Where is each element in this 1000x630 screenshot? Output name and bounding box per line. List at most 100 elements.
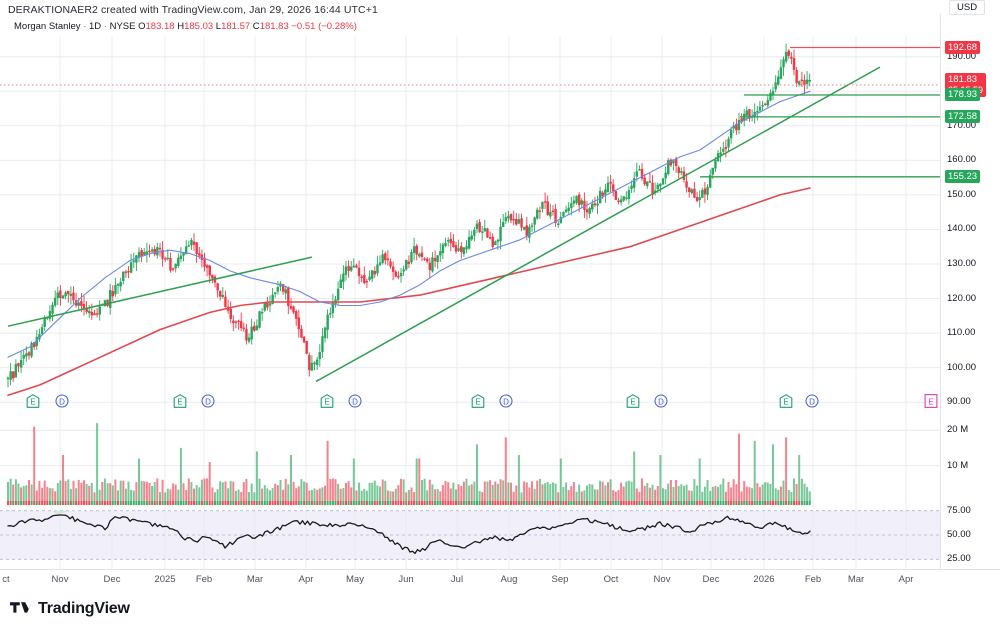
price-axis[interactable]: USD 190.00180.00170.00160.00150.00140.00… <box>940 0 1000 569</box>
time-axis-tick: Sep <box>551 574 569 585</box>
earnings-tag-icon: E <box>924 394 938 408</box>
price-axis-tick: 190.00 <box>947 50 977 62</box>
earnings-marker[interactable]: E <box>471 394 485 411</box>
legend-change-percent: (−0.28%) <box>318 21 357 32</box>
earnings-marker[interactable]: E <box>626 394 640 411</box>
legend-low-value: 181.57 <box>221 21 251 32</box>
dividend-marker[interactable]: D <box>805 394 819 411</box>
svg-text:D: D <box>205 397 211 406</box>
time-axis-tick: Apr <box>898 574 914 585</box>
earnings-marker[interactable]: E <box>779 394 793 411</box>
time-axis-tick: Mar <box>847 574 865 585</box>
svg-text:D: D <box>352 397 358 406</box>
legend-low-label: L <box>215 21 222 32</box>
dividend-circle-icon: D <box>654 394 668 408</box>
time-axis-tick: May <box>346 574 364 585</box>
svg-text:E: E <box>324 398 329 407</box>
svg-text:D: D <box>658 397 664 406</box>
price-axis-tick: 160.00 <box>947 154 977 166</box>
time-axis-tick: 2026 <box>753 574 775 585</box>
volume-axis-tick: 10 M <box>947 459 969 471</box>
time-axis-tick: Feb <box>804 574 822 585</box>
legend-symbol[interactable]: Morgan Stanley <box>14 21 81 32</box>
svg-text:E: E <box>30 398 35 407</box>
legend-high-value: 185.03 <box>184 21 214 32</box>
volume-pane[interactable] <box>0 416 940 501</box>
legend-close-label: C <box>252 21 260 32</box>
dividend-marker[interactable]: D <box>201 394 215 411</box>
dividend-marker[interactable]: D <box>348 394 362 411</box>
svg-text:E: E <box>177 398 182 407</box>
legend-change: −0.51 <box>291 21 316 32</box>
earnings-marker[interactable]: E <box>320 394 334 411</box>
legend-close-value: 181.83 <box>259 21 289 32</box>
support-level-3-badge[interactable]: 155.23 <box>945 170 981 184</box>
support-level-2-badge[interactable]: 172.58 <box>945 110 981 124</box>
dividend-circle-icon: D <box>201 394 215 408</box>
badge-value: 155.23 <box>948 171 978 183</box>
time-axis-tick: Apr <box>298 574 314 585</box>
badge-value: 181.83 <box>948 73 978 85</box>
rsi-axis-tick: 50.00 <box>947 529 971 540</box>
time-axis-tick: Oct <box>603 574 619 585</box>
earnings-tag-icon: E <box>320 394 334 408</box>
legend-high-label: H <box>177 21 185 32</box>
svg-text:E: E <box>928 397 933 406</box>
dividend-circle-icon: D <box>55 394 69 408</box>
rsi-axis-tick: 25.00 <box>947 553 971 565</box>
dividend-marker[interactable]: D <box>654 394 668 411</box>
currency-unit-label: USD <box>949 0 986 15</box>
time-axis-tick: Feb <box>195 574 213 585</box>
tradingview-logo: TradingView <box>10 600 130 618</box>
time-axis[interactable]: ct Nov Dec 2025 Feb Mar Apr May Jun Jul Aug Sep Oct N… <box>0 569 1000 592</box>
time-axis-tick: Aug <box>500 574 518 585</box>
time-axis-tick: Nov <box>51 574 69 585</box>
svg-text:D: D <box>809 397 815 406</box>
time-axis-tick: 2025 <box>154 574 176 585</box>
tradingview-wordmark: TradingView <box>38 600 130 617</box>
svg-text:E: E <box>630 398 635 407</box>
price-axis-tick: 130.00 <box>947 258 977 269</box>
legend-interval[interactable]: 1D <box>89 21 102 32</box>
badge-value: 172.58 <box>948 111 978 123</box>
legend-open-label: O <box>138 21 146 32</box>
dividend-marker[interactable]: D <box>55 394 69 411</box>
legend-separator-1: · <box>83 21 87 32</box>
time-axis-tick: ct <box>2 574 10 585</box>
price-axis-tick: 120.00 <box>947 292 977 304</box>
svg-text:D: D <box>503 397 509 406</box>
chart-legend: Morgan Stanley · 1D · NYSE O183.18 H185.… <box>14 21 357 33</box>
dividend-circle-icon: D <box>499 394 513 408</box>
dividend-circle-icon: D <box>805 394 819 408</box>
price-pane[interactable] <box>0 36 940 416</box>
earnings-marker[interactable]: E <box>173 394 187 411</box>
time-axis-tick: Dec <box>103 574 121 585</box>
svg-text:E: E <box>475 398 480 407</box>
price-axis-tick: 150.00 <box>947 188 977 200</box>
earnings-marker[interactable]: E <box>26 394 40 411</box>
earnings-tag-icon: E <box>779 394 793 408</box>
time-axis-tick: Dec <box>702 574 720 585</box>
support-level-1-badge[interactable]: 178.93 <box>945 88 981 102</box>
time-axis-tick: Jun <box>398 574 414 585</box>
earnings-tag-icon: E <box>173 394 187 408</box>
tradingview-logo-icon <box>10 602 32 613</box>
attribution-text: DERAKTIONAER2 created with TradingView.c… <box>8 4 378 16</box>
footer: TradingView <box>0 591 1000 630</box>
svg-text:E: E <box>783 398 788 407</box>
earnings-tag-icon: E <box>26 394 40 408</box>
dividend-marker[interactable]: D <box>499 394 513 411</box>
price-axis-tick: 90.00 <box>947 396 971 408</box>
svg-text:D: D <box>59 397 65 406</box>
earnings-tag-icon: E <box>626 394 640 408</box>
price-axis-tick: 100.00 <box>947 361 977 373</box>
rsi-axis-tick: 75.00 <box>947 504 971 516</box>
volume-axis-tick: 20 M <box>947 424 969 436</box>
resistance-level-badge[interactable]: 192.68 <box>945 40 981 54</box>
rsi-pane[interactable] <box>0 501 940 569</box>
price-axis-tick: 110.00 <box>947 327 976 339</box>
earnings-marker-upcoming[interactable]: E <box>924 394 938 411</box>
badge-value: 178.93 <box>948 89 978 101</box>
